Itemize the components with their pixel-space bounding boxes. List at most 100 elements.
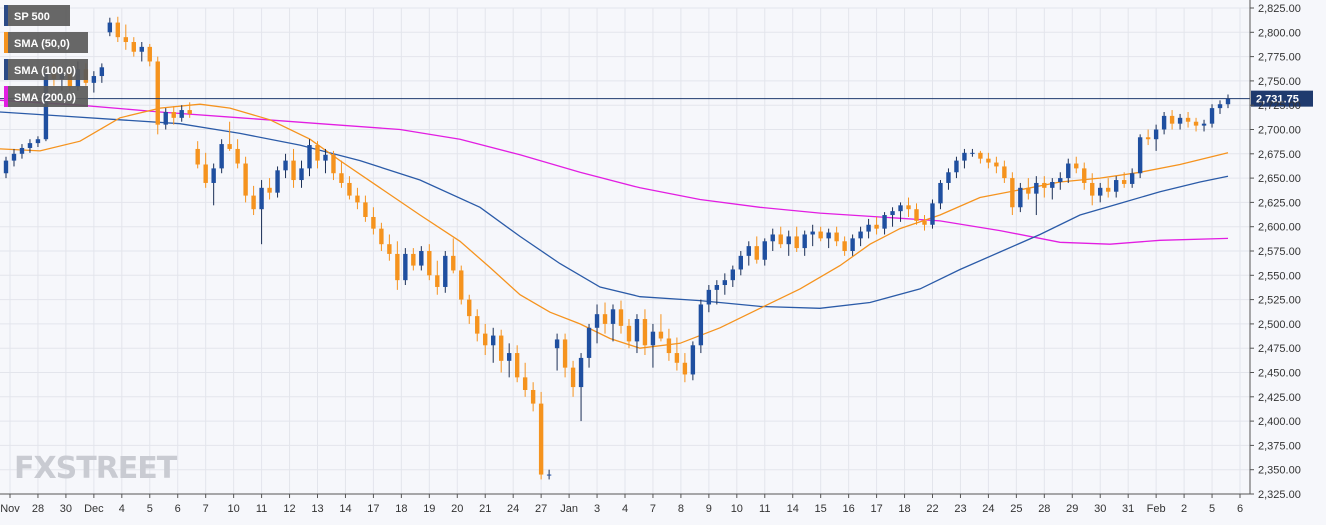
- candle: [19, 144, 25, 159]
- sma-50-line: [0, 103, 1229, 349]
- candle-body: [203, 164, 208, 183]
- candle: [283, 153, 288, 179]
- candle-body: [826, 232, 831, 239]
- candlesticks: [3, 16, 1231, 480]
- candle-body: [1201, 123, 1207, 126]
- candle-body: [1010, 178, 1015, 208]
- candle: [666, 328, 672, 361]
- x-tick-label: 10: [228, 503, 240, 515]
- y-tick-label: 2,525.00: [1258, 295, 1301, 307]
- candle: [1018, 182, 1023, 213]
- candle: [3, 156, 9, 179]
- candle: [467, 294, 472, 324]
- candle-body: [866, 224, 871, 232]
- y-tick-label: 2,450.00: [1258, 368, 1301, 380]
- candle: [650, 323, 656, 368]
- legend-swatch: [4, 86, 8, 107]
- x-tick-label: 2: [1181, 503, 1187, 515]
- candle: [1058, 172, 1063, 190]
- x-tick-label: 28: [32, 503, 44, 515]
- x-tick-label: Feb: [1147, 503, 1166, 515]
- candle: [850, 234, 855, 256]
- sma-50-path: [0, 103, 1229, 349]
- candle: [163, 108, 168, 130]
- candle: [722, 273, 728, 295]
- candle-body: [530, 389, 536, 404]
- candle-body: [291, 160, 296, 181]
- candle-body: [818, 231, 823, 239]
- y-tick-label: 2,575.00: [1258, 246, 1301, 258]
- candle-body: [195, 148, 200, 165]
- candle-body: [91, 76, 97, 83]
- candle-body: [570, 367, 576, 388]
- current-price-line: 2,731.75: [0, 90, 1313, 107]
- candle-body: [171, 112, 176, 118]
- candle: [514, 345, 520, 383]
- y-tick-label: 2,650.00: [1258, 173, 1301, 185]
- candle-body: [626, 325, 632, 342]
- candle: [538, 391, 544, 480]
- x-tick-label: 25: [1010, 503, 1022, 515]
- candle: [682, 353, 688, 383]
- x-tick-label: 11: [256, 503, 267, 515]
- candle-body: [219, 144, 224, 169]
- candle-body: [506, 353, 512, 361]
- candle: [970, 148, 975, 157]
- x-tick-label: 20: [451, 503, 463, 515]
- x-tick-label: 24: [982, 503, 994, 515]
- candle: [642, 309, 648, 356]
- candle-body: [163, 112, 168, 125]
- y-tick-label: 2,825.00: [1258, 3, 1301, 15]
- candle-body: [618, 309, 624, 326]
- candle-body: [1113, 180, 1119, 192]
- legend-box: [4, 5, 70, 26]
- candle-body: [698, 304, 704, 346]
- candle-body: [562, 339, 568, 368]
- x-tick-label: 17: [367, 503, 379, 515]
- candle-body: [546, 474, 552, 476]
- candle: [802, 230, 807, 256]
- x-tick-label: Dec: [84, 503, 104, 515]
- candle-body: [475, 316, 480, 334]
- candle: [1225, 94, 1231, 109]
- candle-body: [930, 203, 935, 225]
- candle: [187, 102, 192, 118]
- candle: [746, 241, 751, 266]
- candle: [994, 156, 999, 174]
- candle-body: [778, 234, 783, 245]
- y-tick-label: 2,500.00: [1258, 319, 1301, 331]
- candle-body: [347, 182, 352, 196]
- x-tick-label: 14: [787, 503, 799, 515]
- candle-body: [642, 319, 648, 346]
- candle-body: [491, 335, 496, 346]
- candle-body: [19, 147, 25, 154]
- candle: [147, 43, 152, 67]
- legend-box: [4, 86, 88, 107]
- candle-body: [395, 253, 400, 281]
- candle-body: [1105, 187, 1111, 192]
- legend-label: SMA (50,0): [14, 38, 70, 50]
- price-label-bg: [1251, 90, 1313, 107]
- candle-body: [786, 236, 791, 245]
- candle: [914, 203, 919, 225]
- candle-body: [730, 269, 736, 281]
- candle: [395, 241, 400, 290]
- candle-body: [315, 145, 320, 161]
- price-label: 2,731.75: [1256, 94, 1299, 106]
- x-tick-label: 18: [898, 503, 910, 515]
- candle-body: [962, 152, 967, 161]
- x-tick-label: 14: [339, 503, 351, 515]
- candle-body: [403, 253, 408, 281]
- candle-body: [443, 255, 448, 287]
- candle-body: [27, 143, 33, 148]
- y-tick-label: 2,425.00: [1258, 392, 1301, 404]
- candle: [986, 152, 991, 169]
- candle: [211, 163, 216, 206]
- x-tick-label: 30: [1094, 503, 1106, 515]
- candle: [770, 228, 775, 251]
- candle: [483, 323, 488, 356]
- candle-body: [802, 234, 807, 249]
- candle-body: [1026, 187, 1031, 194]
- candle-body: [554, 339, 560, 349]
